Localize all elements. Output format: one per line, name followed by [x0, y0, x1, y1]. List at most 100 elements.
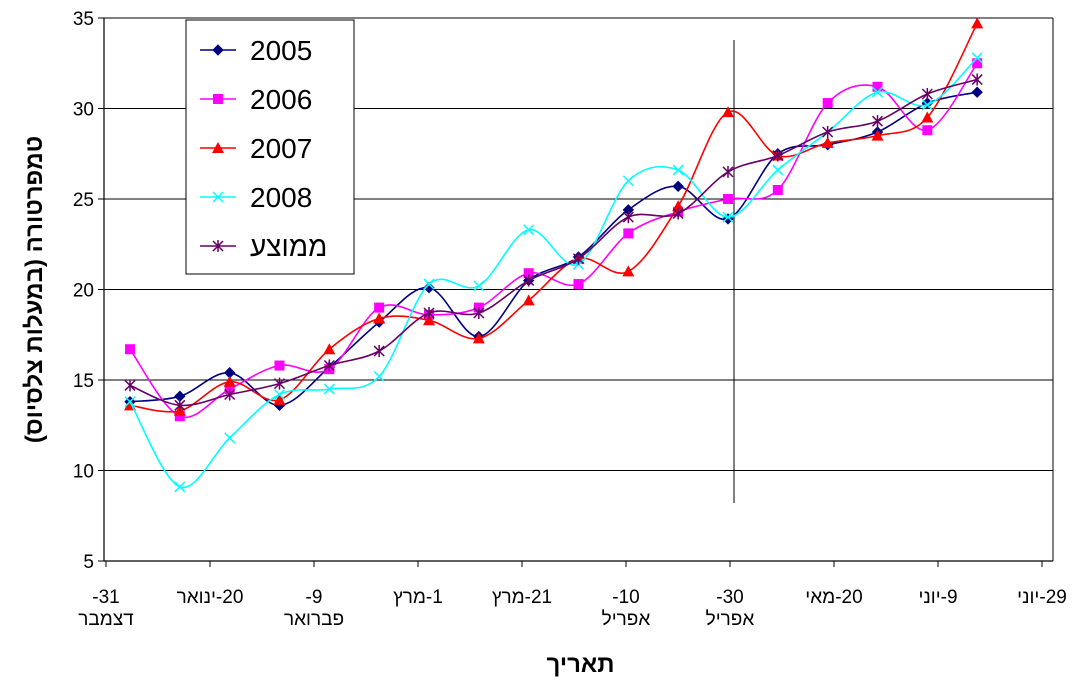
point-4-15 [871, 115, 884, 128]
y-tick-5: 5 [83, 552, 94, 573]
legend-item-1: 2006 [200, 84, 312, 115]
x-tick-7-0: 20-מאי [805, 587, 862, 608]
point-2-11 [672, 200, 685, 212]
point-4-12 [722, 165, 734, 178]
point-1-0 [125, 344, 135, 355]
legend-label-3: 2008 [250, 182, 312, 213]
point-3-10 [622, 175, 634, 187]
x-tick-2-0: 9- [306, 587, 323, 608]
point-3-16 [921, 99, 933, 111]
legend-marker-1 [213, 94, 223, 104]
legend-label-4: ממוצע [250, 231, 327, 262]
point-1-10 [623, 228, 634, 239]
legend-item-3: 2008 [200, 182, 312, 213]
point-1-16 [922, 125, 933, 136]
point-1-17 [972, 58, 983, 69]
legend-marker-4 [212, 240, 224, 252]
point-3-8 [523, 224, 535, 236]
series-line-1 [129, 62, 978, 419]
point-3-17 [971, 52, 983, 64]
point-2-4 [323, 343, 336, 355]
series-4 [124, 73, 983, 412]
series-group [124, 17, 984, 493]
point-4-17 [971, 73, 983, 86]
y-tick-30: 30 [73, 100, 94, 121]
legend: 2005 2006 2007 2008 ממוצע [185, 19, 355, 275]
x-tick-9-0: 29-יוני [1017, 587, 1067, 608]
x-tick-6-1: אפריל [706, 609, 755, 630]
point-4-16 [921, 88, 933, 101]
x-tick-0-0: 31- [92, 587, 119, 608]
legend-marker-0 [212, 44, 224, 56]
legend-label-1: 2006 [250, 84, 312, 115]
point-2-8 [522, 294, 535, 306]
point-3-4 [323, 383, 335, 395]
x-tick-3-0: 1-מרץ [393, 587, 443, 608]
point-4-2 [224, 388, 236, 401]
legend-box [185, 19, 355, 275]
x-tick-8-0: 9-יוני [918, 587, 957, 608]
point-2-6 [423, 314, 435, 326]
point-0-11 [672, 180, 684, 193]
point-2-5 [373, 312, 386, 324]
x-tick-6-0: 30- [716, 587, 743, 608]
point-2-7 [472, 332, 485, 344]
point-2-12 [722, 106, 734, 118]
point-3-6 [423, 278, 435, 290]
point-1-14 [822, 98, 833, 109]
legend-marker-2 [212, 142, 224, 153]
x-tick-0-1: דצמבר [78, 609, 134, 630]
legend-label-0: 2005 [250, 35, 312, 66]
point-0-12 [722, 213, 734, 225]
point-4-10 [622, 211, 634, 224]
point-4-8 [523, 274, 535, 287]
point-2-17 [971, 17, 984, 29]
point-1-12 [723, 194, 733, 204]
point-4-4 [323, 359, 335, 372]
point-3-5 [373, 370, 385, 382]
point-4-9 [572, 252, 585, 265]
legend-item-0: 2005 [200, 35, 312, 66]
legend-marker-3 [212, 191, 224, 203]
point-2-16 [921, 111, 934, 123]
point-3-15 [871, 86, 884, 98]
legend-label-2: 2007 [250, 133, 312, 164]
point-2-14 [821, 136, 834, 148]
point-0-17 [971, 86, 983, 98]
x-tick-4-0: 21-מרץ [492, 587, 552, 608]
point-2-10 [622, 265, 635, 277]
point-3-1 [174, 481, 186, 493]
point-1-8 [523, 268, 534, 279]
point-2-3 [273, 393, 286, 405]
y-axis-title: טמפרטורה (במעלות צלסיוס) [21, 136, 48, 443]
y-tick-20: 20 [73, 281, 94, 302]
point-3-3 [273, 388, 286, 401]
point-2-2 [223, 375, 236, 387]
y-tick-labels: 5 10 15 20 25 30 35 [73, 9, 94, 573]
point-4-14 [822, 126, 834, 139]
legend-item-2: 2007 [200, 133, 312, 164]
axes [103, 18, 1054, 567]
point-3-13 [772, 164, 784, 176]
x-tick-5-0: 10- [612, 587, 639, 608]
point-4-5 [373, 345, 385, 358]
point-2-15 [871, 129, 884, 141]
y-tick-25: 25 [73, 190, 94, 211]
point-4-13 [772, 149, 784, 162]
point-3-0 [124, 396, 136, 408]
point-3-7 [473, 280, 485, 292]
point-4-7 [473, 307, 485, 320]
x-tick-2-1: פברואר [284, 609, 344, 630]
gridlines [98, 17, 1053, 562]
point-1-1 [174, 411, 185, 422]
point-1-15 [872, 81, 883, 92]
point-4-0 [124, 379, 136, 392]
point-4-6 [423, 307, 435, 320]
point-3-2 [224, 432, 236, 444]
point-1-13 [772, 184, 783, 195]
legend-item-4: ממוצע [200, 231, 327, 262]
point-1-9 [573, 279, 584, 290]
point-4-11 [672, 207, 684, 220]
